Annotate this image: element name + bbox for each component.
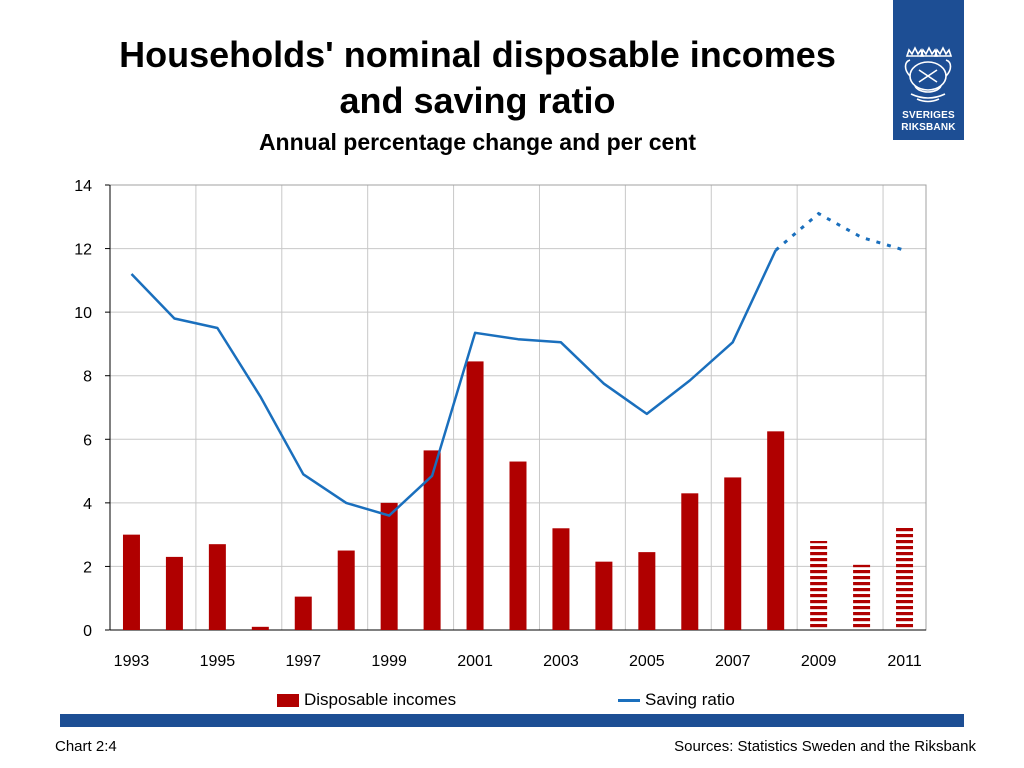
y-tick-label: 10	[74, 305, 92, 322]
bar-disposable-incomes	[165, 556, 183, 630]
legend-swatch-bar	[277, 693, 299, 707]
x-tick-label: 2001	[457, 653, 493, 670]
bar-disposable-incomes	[122, 534, 140, 630]
y-tick-label: 0	[83, 623, 92, 640]
legend-swatch-line	[618, 698, 640, 702]
x-tick-label: 2011	[887, 653, 922, 670]
bar-disposable-incomes	[380, 502, 398, 630]
bar-disposable-incomes	[552, 528, 570, 630]
riksbank-logo: SVERIGES RIKSBANK	[893, 0, 964, 140]
x-tick-label: 2005	[629, 653, 665, 670]
legend-label-saving-ratio: Saving ratio	[645, 690, 735, 709]
bar-disposable-incomes-forecast	[853, 564, 871, 630]
x-tick-label: 1997	[285, 653, 321, 670]
chart-number: Chart 2:4	[55, 738, 117, 755]
bar-disposable-incomes	[767, 431, 785, 630]
bar-disposable-incomes	[724, 477, 742, 630]
x-tick-label: 1999	[371, 653, 407, 670]
x-tick-label: 2007	[715, 653, 751, 670]
legend-label-disposable-incomes: Disposable incomes	[304, 690, 457, 709]
x-tick-label: 2009	[801, 653, 837, 670]
sources-note: Sources: Statistics Sweden and the Riksb…	[674, 738, 976, 755]
line-saving-ratio-forecast	[774, 211, 905, 252]
bar-disposable-incomes	[466, 361, 484, 630]
bar-disposable-incomes	[681, 493, 699, 630]
bar-disposable-incomes	[294, 596, 312, 630]
y-tick-label: 12	[74, 242, 92, 259]
x-tick-label: 1995	[200, 653, 236, 670]
x-tick-label: 1993	[114, 653, 150, 670]
chart-subtitle: Annual percentage change and per cent	[258, 129, 697, 155]
footer-bar	[60, 714, 964, 727]
legend-item-disposable-incomes: Disposable incomes	[277, 690, 456, 710]
bar-disposable-incomes	[208, 544, 226, 630]
riksbank-crest-icon	[904, 46, 953, 103]
chart-title-line2: and saving ratio	[339, 80, 616, 121]
bar-disposable-incomes	[423, 450, 441, 630]
bar-disposable-incomes-forecast	[810, 541, 828, 630]
y-tick-label: 8	[83, 369, 92, 386]
logo-text-line1: SVERIGES	[902, 110, 955, 121]
line-saving-ratio	[130, 249, 777, 517]
legend-item-saving-ratio: Saving ratio	[618, 690, 735, 710]
chart-area: 0 2 4 6 8 10 12 14 1993 1995 1997 1999 2001 2003 2005 2…	[74, 178, 927, 670]
y-tick-label: 4	[83, 496, 92, 513]
chart-title-line1: Households' nominal disposable incomes	[119, 34, 836, 75]
bar-disposable-incomes	[638, 552, 656, 630]
bar-disposable-incomes	[509, 461, 527, 630]
bar-disposable-incomes-forecast	[896, 526, 914, 630]
y-tick-label: 2	[83, 559, 92, 576]
bar-disposable-incomes	[251, 626, 269, 630]
y-tick-label: 6	[83, 432, 92, 449]
bar-disposable-incomes	[337, 550, 355, 630]
y-tick-label: 14	[74, 178, 92, 195]
bar-disposable-incomes	[595, 561, 613, 630]
logo-text-line2: RIKSBANK	[901, 122, 956, 133]
x-tick-label: 2003	[543, 653, 579, 670]
